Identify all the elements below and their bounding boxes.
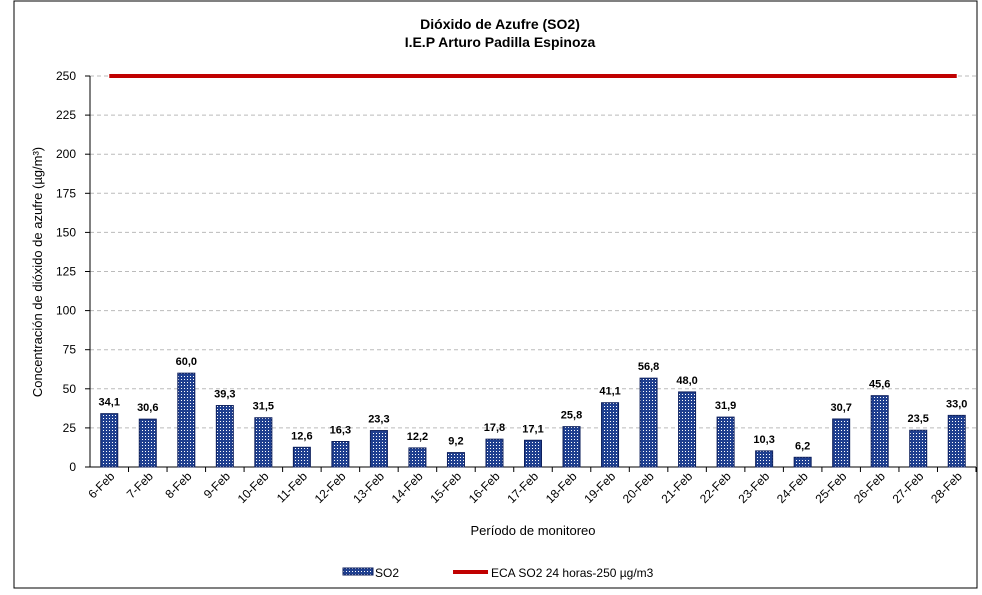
- value-label: 12,6: [291, 430, 312, 442]
- legend-swatch: [342, 567, 374, 576]
- bar: [909, 429, 928, 468]
- bar: [177, 372, 196, 468]
- x-tick-label: 8-Feb: [162, 469, 194, 501]
- y-tick-label: 225: [56, 108, 76, 122]
- legend-label: SO2: [375, 566, 399, 580]
- y-tick-label: 200: [56, 147, 76, 161]
- chart-title: Dióxido de Azufre (SO2): [420, 16, 580, 32]
- x-tick-label: 28-Feb: [928, 469, 965, 506]
- x-tick-label: 9-Feb: [201, 469, 233, 501]
- value-label: 48,0: [676, 375, 697, 387]
- x-tick-label: 20-Feb: [620, 469, 657, 506]
- value-label: 31,9: [715, 400, 736, 412]
- value-label: 17,1: [522, 423, 543, 435]
- value-label: 33,0: [946, 398, 967, 410]
- x-tick-label: 27-Feb: [890, 469, 927, 506]
- value-label: 6,2: [795, 440, 810, 452]
- value-label: 23,5: [908, 413, 929, 425]
- bar: [215, 405, 234, 468]
- value-label: 23,3: [368, 414, 389, 426]
- value-label: 56,8: [638, 361, 659, 373]
- x-tick-label: 15-Feb: [427, 469, 464, 506]
- value-label: 60,0: [176, 356, 197, 368]
- legend-label: ECA SO2 24 horas-250 µg/m3: [491, 566, 654, 580]
- x-axis-label: Período de monitoreo: [470, 523, 595, 538]
- value-label: 17,8: [484, 422, 505, 434]
- y-tick-label: 0: [69, 460, 76, 474]
- x-tick-label: 26-Feb: [851, 469, 888, 506]
- x-tick-label: 19-Feb: [581, 469, 618, 506]
- value-label: 45,6: [869, 379, 890, 391]
- x-tick-label: 7-Feb: [124, 469, 156, 501]
- chart-subtitle: I.E.P Arturo Padilla Espinoza: [405, 34, 596, 50]
- y-tick-label: 100: [56, 304, 76, 318]
- y-tick-label: 25: [63, 421, 77, 435]
- bar: [138, 418, 157, 468]
- value-label: 12,2: [407, 431, 428, 443]
- x-tick-label: 14-Feb: [389, 469, 426, 506]
- x-tick-label: 21-Feb: [658, 469, 695, 506]
- bar: [832, 418, 851, 468]
- bar: [292, 446, 311, 468]
- x-tick-label: 16-Feb: [466, 469, 503, 506]
- bar: [369, 430, 388, 468]
- bar: [793, 456, 812, 468]
- y-tick-label: 250: [56, 69, 76, 83]
- bar: [524, 439, 542, 468]
- x-tick-label: 11-Feb: [274, 469, 310, 505]
- bar: [716, 416, 735, 468]
- y-tick-label: 150: [56, 225, 76, 239]
- x-tick-label: 13-Feb: [350, 469, 387, 506]
- value-label: 41,1: [599, 386, 620, 398]
- x-tick-label: 18-Feb: [543, 469, 580, 506]
- bar: [254, 417, 273, 468]
- bar: [601, 402, 620, 468]
- value-label: 39,3: [214, 389, 235, 401]
- x-tick-label: 23-Feb: [735, 469, 772, 506]
- bar: [562, 426, 581, 468]
- y-tick-label: 175: [56, 186, 76, 200]
- x-tick-label: 12-Feb: [312, 469, 349, 506]
- bar: [639, 377, 658, 468]
- x-tick-label: 17-Feb: [504, 469, 541, 506]
- value-label: 30,6: [137, 402, 158, 414]
- bar: [331, 441, 350, 468]
- x-tick-label: 6-Feb: [85, 469, 117, 501]
- value-label: 30,7: [830, 402, 851, 414]
- value-label: 9,2: [448, 436, 463, 448]
- bar: [947, 414, 966, 468]
- bar: [100, 413, 119, 468]
- bar: [870, 395, 889, 468]
- y-tick-label: 125: [56, 265, 76, 279]
- y-axis-label: Concentración de dióxido de azufre (µg/m…: [30, 147, 45, 397]
- x-tick-label: 22-Feb: [697, 469, 734, 506]
- value-label: 10,3: [753, 434, 774, 446]
- bar: [408, 447, 427, 468]
- bar: [678, 391, 697, 468]
- bar: [485, 438, 504, 468]
- value-label: 31,5: [253, 401, 274, 413]
- chart-border: [13, 0, 978, 589]
- y-tick-label: 75: [63, 343, 77, 357]
- value-label: 34,1: [99, 397, 120, 409]
- bar: [446, 452, 465, 468]
- x-tick-label: 25-Feb: [813, 469, 850, 506]
- x-tick-label: 24-Feb: [774, 469, 811, 506]
- value-label: 25,8: [561, 410, 582, 422]
- value-label: 16,3: [330, 425, 351, 437]
- x-tick-label: 10-Feb: [235, 469, 272, 506]
- bar: [755, 450, 774, 468]
- y-tick-label: 50: [63, 382, 77, 396]
